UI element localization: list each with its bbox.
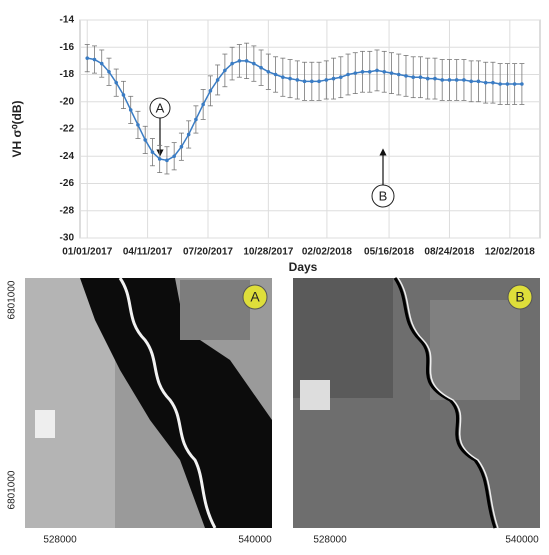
x-coordinate: 540000 — [238, 535, 272, 546]
data-point — [150, 150, 155, 154]
data-point — [99, 61, 104, 66]
x-tick-label: 12/02/2018 — [485, 247, 535, 258]
data-point — [418, 75, 423, 80]
data-point — [505, 82, 510, 86]
data-point — [462, 78, 466, 82]
data-point — [331, 76, 336, 81]
data-point — [360, 69, 365, 74]
data-point — [107, 69, 111, 74]
data-point — [230, 61, 234, 66]
data-point — [483, 80, 488, 85]
y-tick-label: -14 — [60, 15, 75, 26]
annotation: A — [156, 100, 165, 115]
data-point — [92, 57, 97, 62]
data-point — [143, 138, 147, 142]
data-point — [121, 93, 126, 97]
x-coordinate: 528000 — [43, 535, 77, 546]
data-point — [157, 157, 162, 161]
annotation: B — [379, 188, 388, 203]
y-coordinate: 6801000 — [7, 470, 18, 509]
x-tick-label: 05/16/2018 — [364, 247, 414, 258]
x-tick-label: 08/24/2018 — [424, 247, 474, 258]
data-point — [259, 65, 263, 70]
data-point — [512, 82, 517, 86]
data-point — [252, 61, 256, 66]
x-tick-label: 10/28/2017 — [243, 247, 293, 258]
data-point — [396, 72, 401, 77]
data-point — [128, 108, 133, 112]
data-point — [244, 59, 249, 63]
data-point — [310, 79, 314, 84]
data-point — [114, 80, 119, 85]
image-label: B — [515, 289, 524, 305]
y-tick-label: -22 — [60, 124, 75, 135]
x-coordinate: 540000 — [505, 535, 539, 546]
x-axis-label: Days — [289, 260, 318, 274]
y-tick-label: -30 — [60, 233, 75, 244]
data-point — [208, 89, 213, 93]
x-tick-label: 07/20/2017 — [183, 247, 233, 258]
data-point — [281, 75, 285, 80]
data-point — [194, 117, 198, 122]
data-point — [498, 82, 502, 86]
data-point — [273, 72, 278, 77]
data-point — [223, 68, 227, 73]
data-point — [215, 78, 220, 82]
data-point — [440, 78, 445, 82]
data-point — [491, 80, 495, 85]
y-axis-label: VH σ⁰(dB) — [10, 100, 24, 157]
sar-image: A 6801000 6801000 528000 540000 — [7, 277, 272, 546]
data-point — [324, 78, 329, 82]
data-point — [469, 79, 473, 84]
data-point — [295, 78, 300, 82]
data-point — [389, 71, 394, 75]
data-point — [179, 144, 184, 149]
y-tick-label: -18 — [60, 69, 75, 80]
sar-image: B 528000 540000 — [293, 277, 540, 546]
data-point — [317, 79, 321, 84]
y-coordinate: 6801000 — [7, 280, 18, 319]
data-point — [447, 78, 452, 82]
data-point — [433, 76, 437, 81]
y-tick-label: -28 — [60, 205, 75, 216]
data-point — [288, 76, 292, 81]
data-point — [454, 78, 459, 82]
x-tick-label: 01/01/2017 — [62, 247, 112, 258]
y-tick-label: -20 — [60, 96, 75, 107]
x-tick-label: 02/02/2018 — [302, 247, 352, 258]
y-tick-label: -16 — [60, 42, 75, 53]
data-point — [375, 68, 379, 73]
data-point — [346, 72, 350, 77]
data-point — [136, 123, 140, 127]
data-point — [172, 154, 176, 159]
data-point — [266, 69, 271, 74]
data-point — [520, 82, 524, 86]
data-point — [237, 59, 242, 63]
data-point — [404, 74, 408, 78]
data-point — [165, 158, 169, 163]
data-point — [367, 69, 372, 74]
data-point — [425, 76, 430, 81]
data-point — [476, 79, 481, 84]
data-point — [186, 132, 191, 137]
x-coordinate: 528000 — [313, 535, 347, 546]
data-point — [353, 71, 358, 75]
image-label: A — [250, 289, 260, 305]
x-tick-label: 04/11/2017 — [123, 247, 173, 258]
data-point — [338, 75, 343, 80]
y-tick-label: -24 — [60, 151, 75, 162]
data-point — [201, 102, 205, 107]
data-point — [85, 56, 90, 60]
data-point — [382, 69, 387, 74]
y-tick-label: -26 — [60, 178, 75, 189]
data-point — [411, 75, 416, 80]
data-point — [302, 79, 307, 84]
